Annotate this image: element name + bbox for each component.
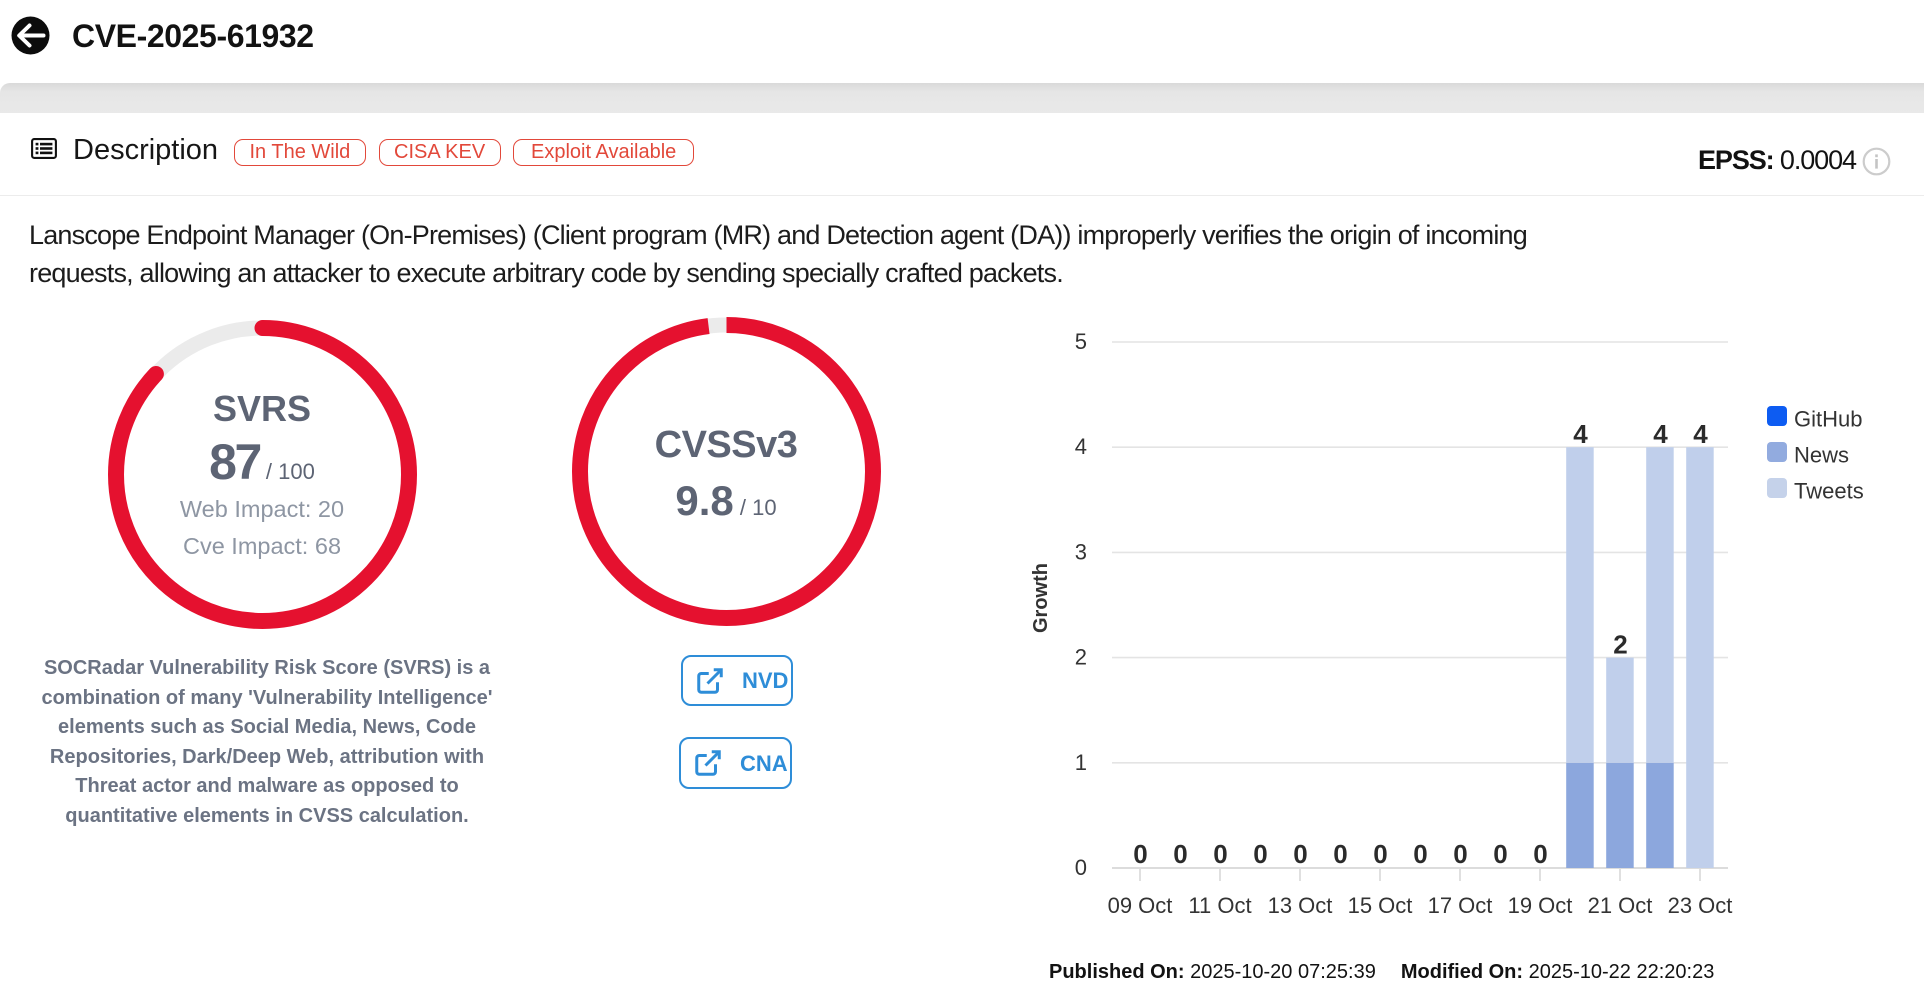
svg-text:0: 0 — [1333, 839, 1347, 869]
svg-text:11 Oct: 11 Oct — [1188, 893, 1251, 918]
svg-text:Growth: Growth — [1030, 563, 1052, 633]
svg-text:4: 4 — [1653, 419, 1668, 449]
svg-text:4: 4 — [1075, 434, 1087, 459]
svg-text:2: 2 — [1613, 630, 1627, 660]
svg-text:GitHub: GitHub — [1794, 407, 1862, 432]
svg-text:0: 0 — [1213, 839, 1227, 869]
svg-text:13 Oct: 13 Oct — [1268, 893, 1333, 918]
svg-text:0: 0 — [1413, 839, 1427, 869]
svg-text:0: 0 — [1293, 839, 1307, 869]
svg-text:0: 0 — [1075, 855, 1087, 880]
svg-text:19 Oct: 19 Oct — [1508, 893, 1573, 918]
svg-text:News: News — [1794, 443, 1849, 468]
svg-text:0: 0 — [1173, 839, 1187, 869]
svg-text:Tweets: Tweets — [1794, 479, 1864, 504]
svg-text:15 Oct: 15 Oct — [1348, 893, 1413, 918]
svg-text:3: 3 — [1075, 539, 1087, 564]
svg-text:0: 0 — [1453, 839, 1467, 869]
svg-text:0: 0 — [1533, 839, 1547, 869]
svg-text:0: 0 — [1493, 839, 1507, 869]
svg-text:23 Oct: 23 Oct — [1668, 893, 1733, 918]
svg-text:17 Oct: 17 Oct — [1428, 893, 1493, 918]
svg-text:1: 1 — [1075, 750, 1087, 775]
svg-text:21 Oct: 21 Oct — [1588, 893, 1653, 918]
svg-text:0: 0 — [1373, 839, 1387, 869]
svg-text:09 Oct: 09 Oct — [1108, 893, 1173, 918]
svg-text:0: 0 — [1253, 839, 1267, 869]
svg-text:0: 0 — [1133, 839, 1147, 869]
svg-text:5: 5 — [1075, 329, 1087, 354]
svg-text:4: 4 — [1573, 419, 1588, 449]
svg-text:2: 2 — [1075, 645, 1087, 670]
svg-text:4: 4 — [1693, 419, 1708, 449]
